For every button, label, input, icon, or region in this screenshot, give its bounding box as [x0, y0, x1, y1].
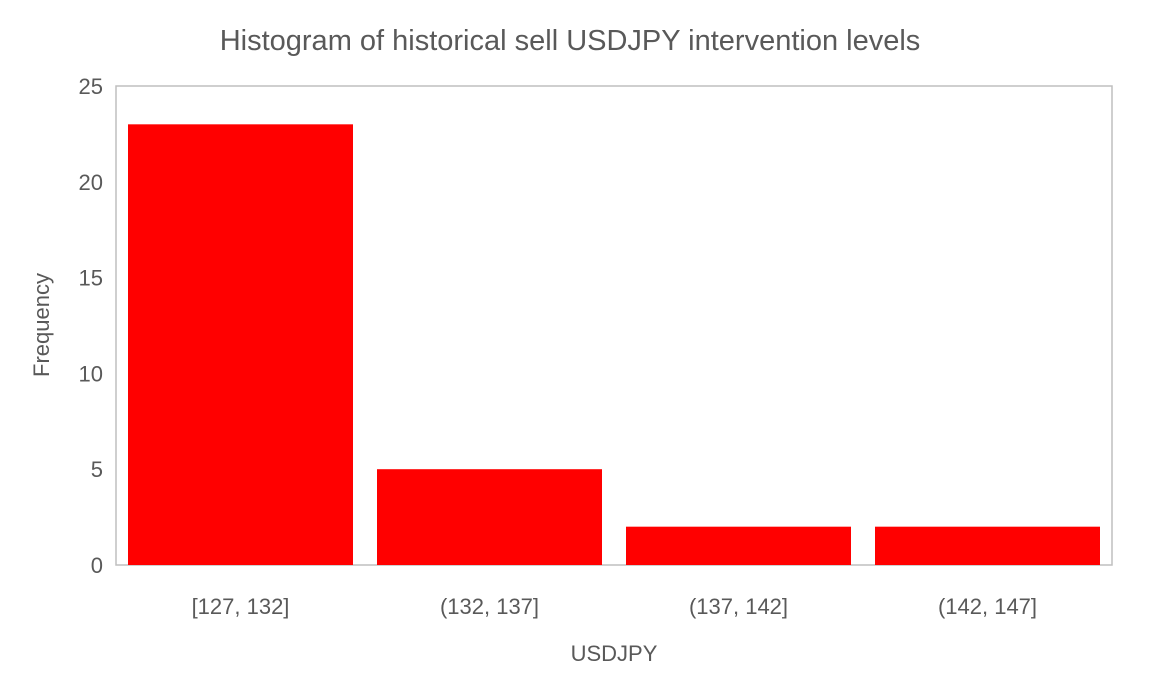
histogram-bar: [875, 526, 1100, 565]
histogram-bar: [626, 526, 851, 565]
plot-frame: [115, 85, 1113, 566]
y-tick-label: 0: [91, 553, 103, 578]
x-tick-label: [127, 132]: [192, 594, 290, 619]
x-tick-label: (137, 142]: [689, 594, 788, 619]
y-axis-title: Frequency: [29, 273, 54, 377]
histogram-bar: [377, 469, 602, 565]
y-tick-label: 20: [79, 170, 103, 195]
y-tick-label: 10: [79, 361, 103, 386]
histogram-bar: [128, 124, 353, 565]
x-axis-ticks: [127, 132] (132, 137] (137, 142] (142, 147]: [192, 594, 1037, 619]
x-tick-label: (142, 147]: [938, 594, 1037, 619]
x-axis-title: USDJPY: [571, 641, 658, 666]
y-axis-ticks: 0 5 10 15 20 25: [79, 74, 103, 578]
y-tick-label: 5: [91, 457, 103, 482]
bar-series: [128, 124, 1100, 565]
y-tick-label: 25: [79, 74, 103, 99]
chart-title: Histogram of historical sell USDJPY inte…: [220, 25, 921, 57]
x-tick-label: (132, 137]: [440, 594, 539, 619]
y-tick-label: 15: [79, 266, 103, 291]
